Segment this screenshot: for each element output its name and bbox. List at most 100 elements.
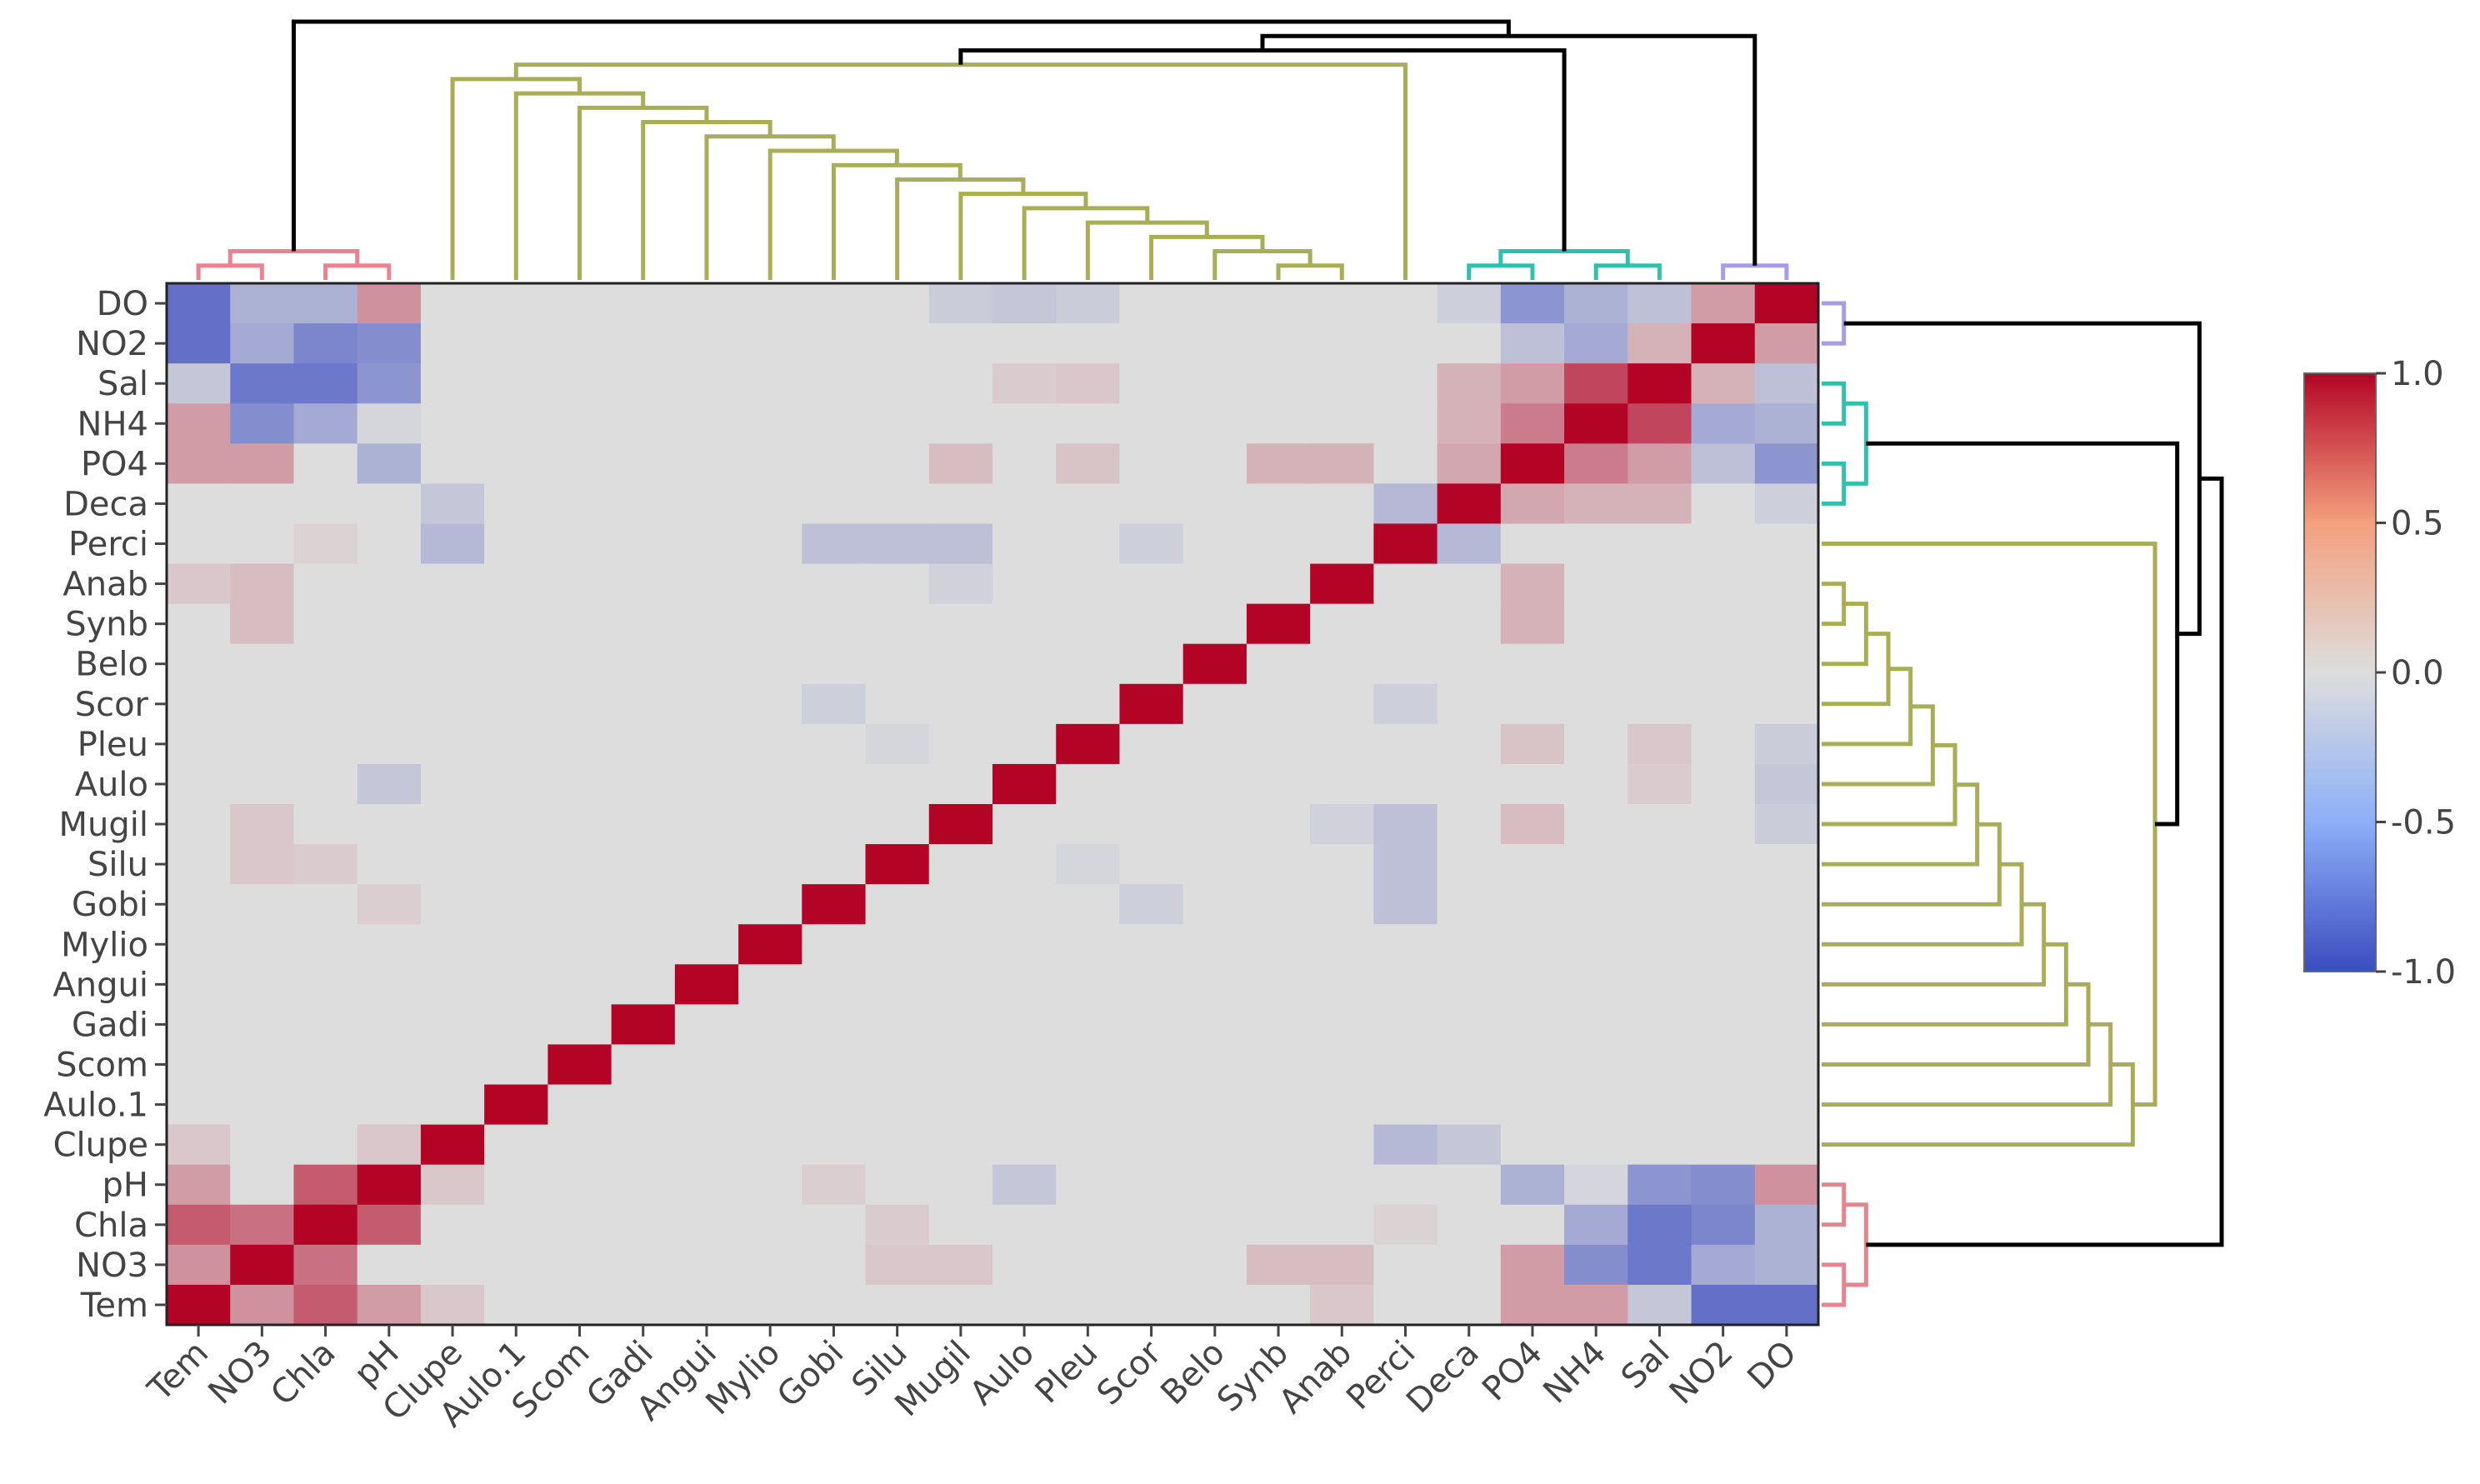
heatmap-cell-PO4-NO2 bbox=[1500, 323, 1565, 364]
heatmap-cell-Gadi-Clupe bbox=[611, 1124, 676, 1166]
heatmap-cell-Deca-Deca bbox=[1437, 483, 1502, 525]
heatmap-cell-Gobi-Gobi bbox=[802, 884, 867, 925]
heatmap-cell-Deca-Silu bbox=[1437, 844, 1502, 885]
heatmap-cell-Mugil-Silu bbox=[928, 844, 993, 885]
heatmap-cell-Clupe-Sal bbox=[420, 363, 485, 404]
heatmap-cell-Chla-Clupe bbox=[293, 1124, 358, 1166]
heatmap-cell-Pleu-Synb bbox=[1056, 603, 1121, 645]
heatmap-cell-Aulo.1-Aulo bbox=[484, 763, 548, 805]
heatmap-cell-NH4-Gobi bbox=[1564, 884, 1628, 925]
heatmap-cell-pH-NO2 bbox=[357, 323, 422, 364]
heatmap-cell-Scor-PO4 bbox=[1119, 443, 1184, 484]
heatmap-cell-Pleu-Mylio bbox=[1056, 924, 1121, 965]
heatmap-cell-Perci-Gobi bbox=[1373, 884, 1438, 925]
heatmap-cell-Sal-DO bbox=[1628, 283, 1692, 324]
heatmap-cell-pH-Aulo bbox=[357, 763, 422, 805]
heatmap-cell-Tem-Aulo.1 bbox=[167, 1084, 231, 1126]
heatmap-cell-NH4-Scom bbox=[1564, 1044, 1628, 1086]
heatmap-cell-NO2-Gobi bbox=[1691, 884, 1756, 925]
heatmap-cell-Tem-Clupe bbox=[167, 1124, 231, 1166]
heatmap-cell-Deca-Perci bbox=[1437, 523, 1502, 565]
heatmap-cell-Sal-Scor bbox=[1628, 683, 1692, 725]
y-tick-label: Angui bbox=[52, 966, 148, 1004]
heatmap-cell-Perci-Aulo.1 bbox=[1373, 1084, 1438, 1126]
heatmap-cell-NO2-Aulo.1 bbox=[1691, 1084, 1756, 1126]
heatmap-cell-Tem-Mugil bbox=[167, 804, 231, 845]
heatmap-cell-DO-Gadi bbox=[1754, 1004, 1819, 1046]
heatmap-cell-Tem-pH bbox=[167, 1164, 231, 1206]
heatmap-cell-Synb-PO4 bbox=[1246, 443, 1311, 484]
heatmap-cell-Belo-Belo bbox=[1182, 643, 1248, 685]
heatmap-cell-Anab-NO2 bbox=[1310, 323, 1374, 364]
heatmap-cell-Scom-NO3 bbox=[548, 1244, 612, 1286]
heatmap-cell-Perci-Perci bbox=[1373, 523, 1438, 565]
heatmap-cell-Scor-Mylio bbox=[1119, 924, 1184, 965]
heatmap-cell-NO3-Tem bbox=[230, 1284, 295, 1326]
heatmap-cell-Belo-pH bbox=[1182, 1164, 1248, 1206]
heatmap-cell-NO3-Mylio bbox=[230, 924, 295, 965]
heatmap-cell-Tem-Gobi bbox=[167, 884, 231, 925]
heatmap-cell-Pleu-PO4 bbox=[1056, 443, 1121, 484]
heatmap-cell-Deca-Aulo.1 bbox=[1437, 1084, 1502, 1126]
heatmap-cell-Aulo-NO3 bbox=[992, 1244, 1057, 1286]
heatmap-cell-Mugil-Anab bbox=[928, 563, 993, 605]
heatmap-cell-Gobi-Anab bbox=[802, 563, 867, 605]
heatmap-cell-Sal-Tem bbox=[1628, 1284, 1692, 1326]
heatmap-cell-NO3-Scom bbox=[230, 1044, 295, 1086]
heatmap-cell-NO2-Synb bbox=[1691, 603, 1756, 645]
heatmap-cell-NO3-Gadi bbox=[230, 1004, 295, 1046]
heatmap-cell-Aulo-NO2 bbox=[992, 323, 1057, 364]
heatmap-cell-Mylio-Aulo bbox=[738, 763, 802, 805]
y-axis: DONO2SalNH4PO4DecaPerciAnabSynbBeloScorP… bbox=[43, 285, 167, 1325]
heatmap-cell-Scor-Pleu bbox=[1119, 723, 1184, 765]
heatmap-cell-Gadi-pH bbox=[611, 1164, 676, 1206]
y-tick-label: NH4 bbox=[78, 405, 148, 443]
heatmap-cell-Synb-Gobi bbox=[1246, 884, 1311, 925]
heatmap-cell-pH-NH4 bbox=[357, 403, 422, 444]
heatmap-cell-Belo-Chla bbox=[1182, 1204, 1248, 1246]
heatmap-cell-Perci-Angui bbox=[1373, 964, 1438, 1005]
heatmap-cell-PO4-Belo bbox=[1500, 643, 1565, 685]
heatmap-cell-Anab-Perci bbox=[1310, 523, 1374, 565]
heatmap-cell-Angui-Belo bbox=[674, 643, 739, 685]
heatmap-cell-Scor-Gadi bbox=[1119, 1004, 1184, 1046]
heatmap-cell-Perci-Aulo bbox=[1373, 763, 1438, 805]
y-tick-label: PO4 bbox=[81, 445, 148, 483]
heatmap-cell-Pleu-Angui bbox=[1056, 964, 1121, 1005]
y-tick-label: Perci bbox=[68, 526, 148, 564]
heatmap-cell-Pleu-Gadi bbox=[1056, 1004, 1121, 1046]
heatmap-cell-Mylio-Scom bbox=[738, 1044, 802, 1086]
heatmap-cell-Gadi-Gobi bbox=[611, 884, 676, 925]
heatmap-cell-Chla-Belo bbox=[293, 643, 358, 685]
heatmap-cell-Aulo.1-pH bbox=[484, 1164, 548, 1206]
heatmap-cell-Mylio-Tem bbox=[738, 1284, 802, 1326]
heatmap-cell-Silu-Silu bbox=[865, 844, 930, 885]
heatmap-cell-Scor-Aulo.1 bbox=[1119, 1084, 1184, 1126]
heatmap-cell-Deca-NO3 bbox=[1437, 1244, 1502, 1286]
heatmap-cell-Tem-Gadi bbox=[167, 1004, 231, 1046]
heatmap-cell-Anab-Clupe bbox=[1310, 1124, 1374, 1166]
heatmap-cell-Deca-Aulo bbox=[1437, 763, 1502, 805]
heatmap-cell-PO4-Deca bbox=[1500, 483, 1565, 525]
heatmap-cell-Silu-Chla bbox=[865, 1204, 930, 1246]
heatmap-cell-Perci-Mugil bbox=[1373, 804, 1438, 845]
heatmap-cell-Belo-PO4 bbox=[1182, 443, 1248, 484]
heatmap-cell-Perci-Pleu bbox=[1373, 723, 1438, 765]
heatmap-cell-Silu-Pleu bbox=[865, 723, 930, 765]
heatmap-cell-Synb-Anab bbox=[1246, 563, 1311, 605]
heatmap-cell-Scom-DO bbox=[548, 283, 612, 324]
heatmap-cell-Mugil-NO2 bbox=[928, 323, 993, 364]
heatmap-cell-NO2-NO3 bbox=[1691, 1244, 1756, 1286]
heatmap-cell-Gobi-Chla bbox=[802, 1204, 867, 1246]
heatmap-cell-Clupe-Mylio bbox=[420, 924, 485, 965]
heatmap-cell-NH4-Silu bbox=[1564, 844, 1628, 885]
dendrogram-link bbox=[1022, 206, 1150, 280]
heatmap-cell-Angui-Sal bbox=[674, 363, 739, 404]
heatmap-cell-Gadi-Chla bbox=[611, 1204, 676, 1246]
heatmap-cell-Scor-Deca bbox=[1119, 483, 1184, 525]
heatmap-cell-Mylio-Chla bbox=[738, 1204, 802, 1246]
heatmap-cell-NH4-Clupe bbox=[1564, 1124, 1628, 1166]
heatmap-cell-Pleu-Chla bbox=[1056, 1204, 1121, 1246]
heatmap-cell-Aulo-Tem bbox=[992, 1284, 1057, 1326]
heatmap-cell-Clupe-Clupe bbox=[420, 1124, 485, 1166]
